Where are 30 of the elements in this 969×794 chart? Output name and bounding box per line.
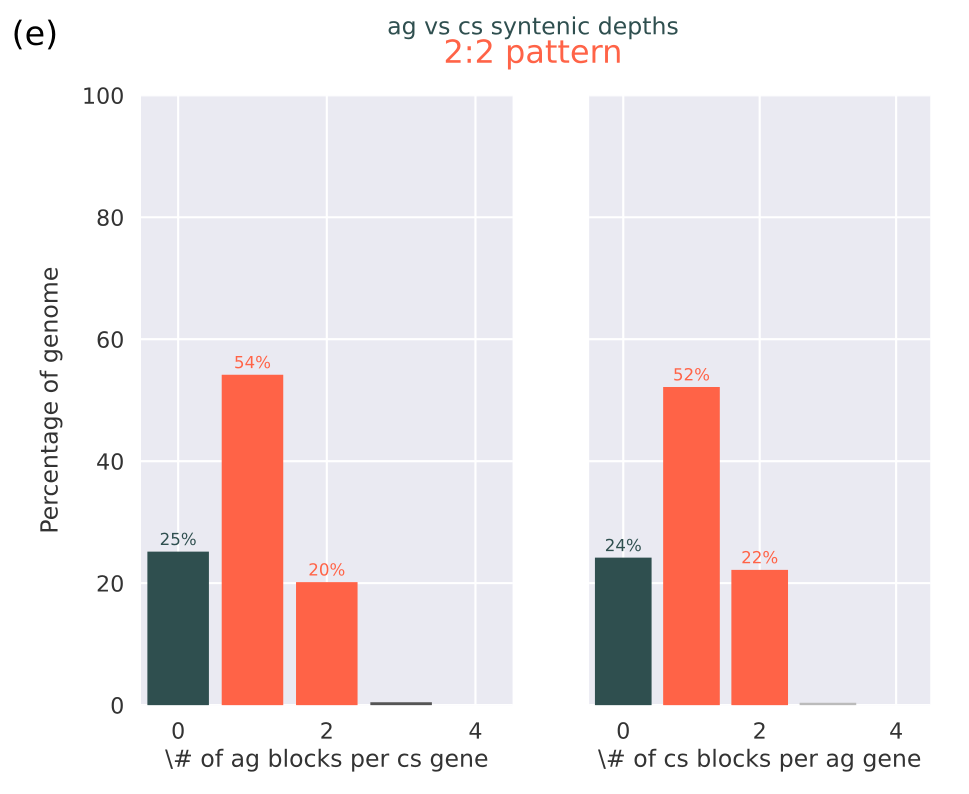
data-label: 24% xyxy=(606,538,641,552)
bar xyxy=(663,386,720,706)
x-tick-label: 0 xyxy=(172,722,184,739)
y-tick-label: 0 xyxy=(112,697,123,714)
bar xyxy=(594,558,652,706)
bar xyxy=(731,570,788,706)
y-tick-label: 100 xyxy=(84,87,123,104)
y-axis-title: Percentage of genome xyxy=(40,268,62,532)
bar xyxy=(147,552,209,706)
bar xyxy=(296,582,358,706)
x-tick-label: 4 xyxy=(469,722,482,739)
x-tick-label: 0 xyxy=(618,722,629,739)
x-axis-title: \# of ag blocks per cs gene xyxy=(165,748,488,772)
data-label: 22% xyxy=(742,550,778,564)
y-tick-label: 60 xyxy=(98,331,123,348)
data-label: 20% xyxy=(309,563,344,576)
text: (e) xyxy=(14,20,56,50)
x-tick-label: 4 xyxy=(890,722,902,739)
data-label: 54% xyxy=(235,356,270,368)
chart-title: ag vs cs syntenic depths xyxy=(388,16,678,40)
x-axis-title: \# of cs blocks per ag gene xyxy=(598,748,920,772)
data-label: 25% xyxy=(160,532,196,546)
data-label: 52% xyxy=(674,368,710,381)
y-tick-label: 40 xyxy=(97,453,123,470)
y-tick-label: 20 xyxy=(98,575,123,592)
x-tick-label: 2 xyxy=(321,722,332,739)
y-tick-label: 80 xyxy=(98,209,123,226)
bar xyxy=(222,374,284,706)
chart-subtitle: 2:2 pattern xyxy=(446,39,620,70)
x-tick-label: 2 xyxy=(754,722,765,739)
